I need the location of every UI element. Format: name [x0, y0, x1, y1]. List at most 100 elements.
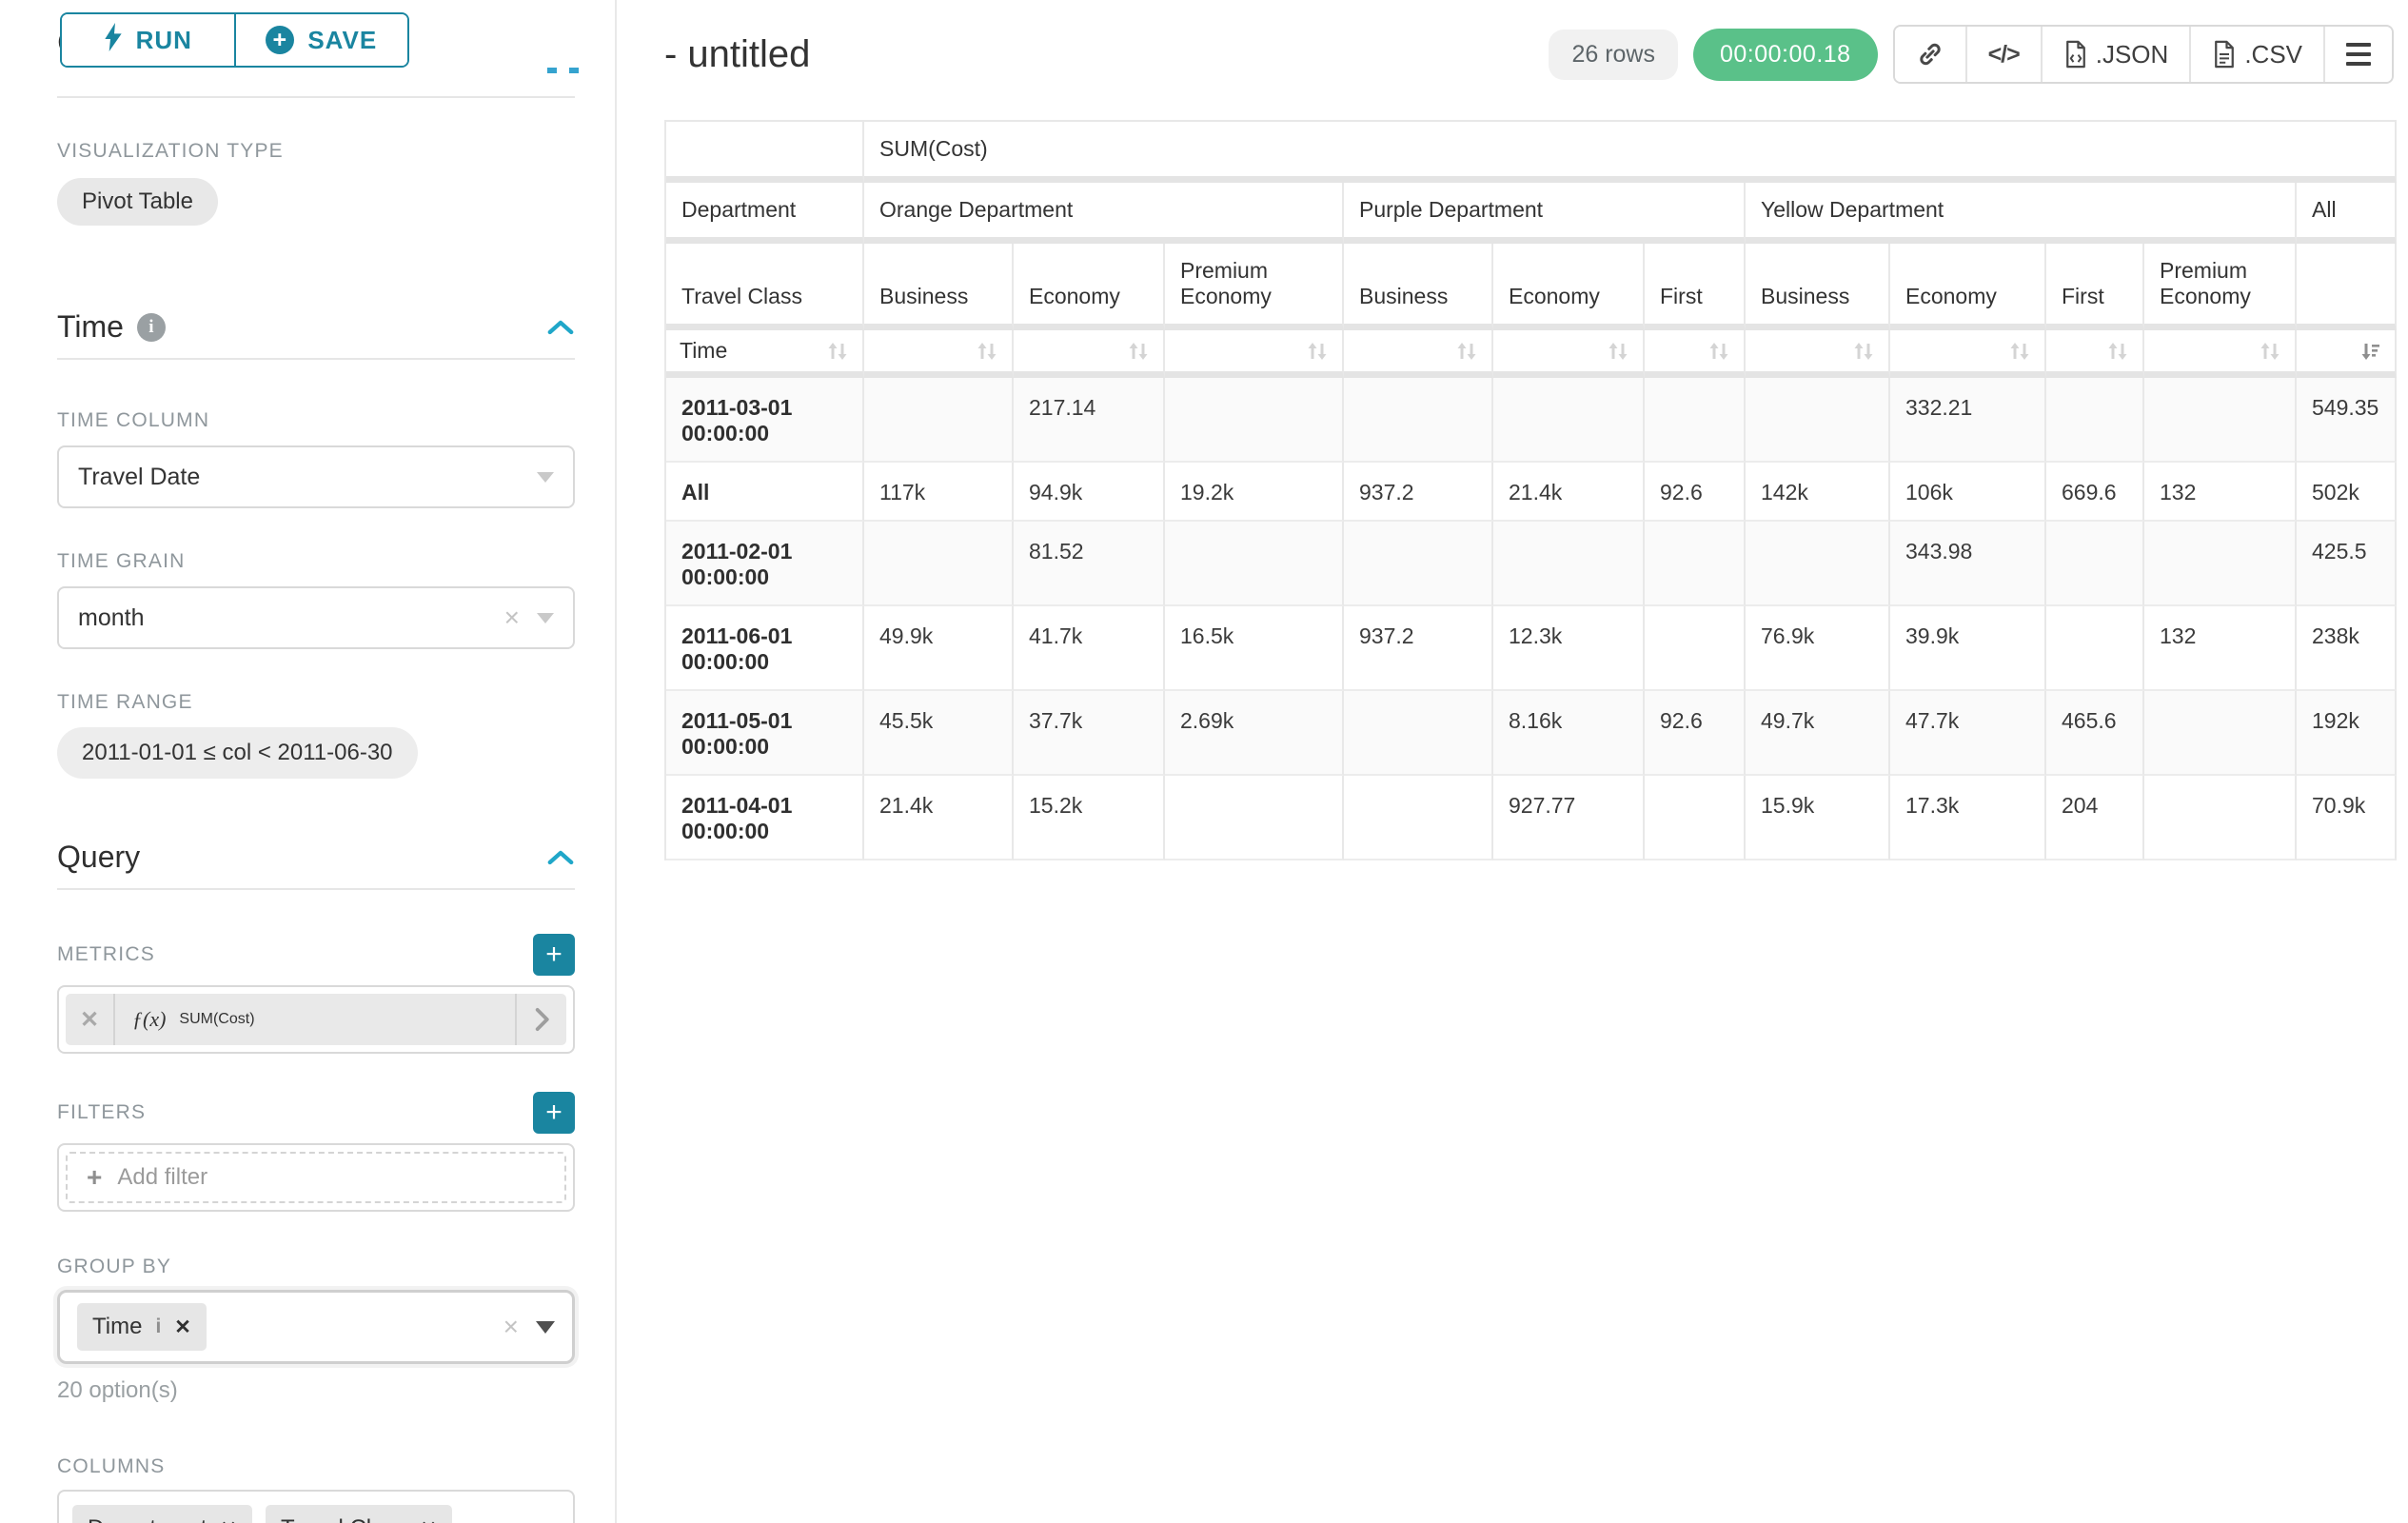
clear-icon[interactable]: × — [503, 603, 520, 632]
pivot-cell — [1493, 378, 1645, 463]
export-button-group: </> .JSON .CSV — [1892, 25, 2394, 84]
pivot-sort-cell[interactable] — [1014, 330, 1165, 378]
pivot-cell: 92.6 — [1645, 691, 1746, 776]
group-by-chip: Time i ✕ — [77, 1303, 207, 1351]
pivot-sort-cell[interactable] — [1890, 330, 2046, 378]
pivot-col-header: Economy — [1014, 244, 1165, 330]
group-by-label: GROUP BY — [57, 1256, 172, 1277]
pivot-sort-cell[interactable] — [1746, 330, 1890, 378]
sort-icon[interactable] — [826, 340, 849, 363]
save-button[interactable]: + SAVE — [233, 14, 407, 66]
pivot-sort-cell[interactable] — [2046, 330, 2144, 378]
pivot-travel-class-row: Travel Class Business Economy Premium Econo… — [666, 244, 2398, 330]
chart-title[interactable]: - untitled — [664, 32, 811, 75]
pivot-col-header: First — [1645, 244, 1746, 330]
share-link-button[interactable] — [1894, 27, 1965, 82]
chart-area: - untitled 26 rows 00:00:00.18 </> .JSON — [619, 0, 2408, 1523]
query-section-header: Query — [57, 840, 575, 875]
pivot-cell: 425.5 — [2297, 522, 2398, 606]
pivot-cell — [1746, 378, 1890, 463]
pivot-cell: 132 — [2144, 606, 2297, 691]
pivot-cell — [1344, 776, 1493, 860]
pivot-cell: 669.6 — [2046, 463, 2144, 522]
remove-chip-icon[interactable]: ✕ — [220, 1519, 237, 1523]
add-filter-label: Add filter — [117, 1164, 208, 1190]
sort-icon[interactable] — [976, 340, 998, 363]
sort-icon[interactable] — [2106, 340, 2129, 363]
pivot-cell — [1645, 606, 1746, 691]
pivot-cell: 343.98 — [1890, 522, 2046, 606]
add-metric-button[interactable]: + — [533, 934, 575, 976]
pivot-cell: 17.3k — [1890, 776, 2046, 860]
menu-button[interactable] — [2323, 27, 2392, 82]
pivot-sort-cell[interactable] — [1493, 330, 1645, 378]
pivot-department-row: Department Orange Department Purple Depart… — [666, 183, 2398, 244]
chevron-up-icon-clipped[interactable] — [547, 68, 579, 73]
columns-chip: Travel Class ✕ — [266, 1505, 453, 1523]
sort-icon[interactable] — [2008, 340, 2031, 363]
add-filter-plus-button[interactable]: + — [533, 1092, 575, 1134]
remove-chip-icon[interactable]: ✕ — [174, 1315, 191, 1338]
pivot-table: SUM(Cost) Department Orange Department Purp… — [664, 120, 2398, 860]
time-range-label: TIME RANGE — [57, 691, 193, 713]
pivot-sort-cell[interactable] — [2144, 330, 2297, 378]
add-filter-button[interactable]: + Add filter — [66, 1152, 566, 1203]
pivot-cell — [864, 378, 1014, 463]
pivot-cell: 502k — [2297, 463, 2398, 522]
pivot-dim-time[interactable]: Time — [666, 330, 864, 378]
export-csv-button[interactable]: .CSV — [2189, 27, 2323, 82]
pivot-col-group-header: Orange Department — [864, 183, 1344, 244]
metric-chip[interactable]: ✕ ƒ(x) SUM(Cost) — [66, 994, 566, 1045]
sort-icon[interactable] — [1455, 340, 1478, 363]
pivot-cell: 2.69k — [1165, 691, 1344, 776]
sort-icon[interactable] — [1306, 340, 1329, 363]
metric-chip-label: SUM(Cost) — [179, 1011, 255, 1027]
pivot-cell: 332.21 — [1890, 378, 2046, 463]
visualization-type-label: VISUALIZATION TYPE — [57, 140, 284, 162]
run-button[interactable]: RUN — [62, 14, 234, 66]
pivot-cell — [1645, 378, 1746, 463]
time-grain-label: TIME GRAIN — [57, 550, 186, 572]
visualization-type-chip[interactable]: Pivot Table — [57, 178, 218, 226]
save-button-label: SAVE — [307, 25, 378, 54]
remove-metric-icon[interactable]: ✕ — [66, 994, 115, 1045]
time-grain-select[interactable]: month × — [57, 586, 575, 649]
pivot-sort-cell[interactable] — [2297, 330, 2398, 378]
pivot-cell: 15.2k — [1014, 776, 1165, 860]
pivot-cell: 21.4k — [864, 776, 1014, 860]
sort-icon[interactable] — [2259, 340, 2281, 363]
pivot-data-row: 2011-05-01 00:00:00 45.5k 37.7k 2.69k 8.16k 9… — [666, 691, 2398, 776]
pivot-sort-cell[interactable] — [864, 330, 1014, 378]
chevron-up-icon[interactable] — [546, 318, 575, 337]
columns-label: COLUMNS — [57, 1455, 166, 1477]
chevron-up-icon[interactable] — [546, 848, 575, 867]
embed-code-button[interactable]: </> — [1964, 27, 2041, 82]
time-column-value: Travel Date — [78, 463, 201, 490]
time-range-chip[interactable]: 2011-01-01 ≤ col < 2011-06-30 — [57, 727, 418, 779]
pivot-sort-cell[interactable] — [1645, 330, 1746, 378]
columns-select[interactable]: Department ✕ Travel Class ✕ × — [57, 1490, 575, 1523]
section-divider — [57, 96, 575, 98]
pivot-sort-cell[interactable] — [1344, 330, 1493, 378]
pivot-cell: 70.9k — [2297, 776, 2398, 860]
group-by-select[interactable]: Time i ✕ × — [57, 1290, 575, 1364]
clear-icon[interactable]: × — [503, 1312, 519, 1341]
group-by-chip-label: Time — [92, 1314, 143, 1339]
columns-chip: Department ✕ — [72, 1505, 252, 1523]
sort-icon[interactable] — [1707, 340, 1730, 363]
sort-icon[interactable] — [1607, 340, 1629, 363]
pivot-cell: 47.7k — [1890, 691, 2046, 776]
pivot-cell — [2046, 606, 2144, 691]
link-icon — [1919, 43, 1941, 66]
chevron-right-icon[interactable] — [515, 994, 566, 1045]
export-json-button[interactable]: .JSON — [2040, 27, 2190, 82]
sort-desc-icon[interactable] — [2359, 340, 2381, 363]
pivot-cell: 94.9k — [1014, 463, 1165, 522]
pivot-cell: 192k — [2297, 691, 2398, 776]
caret-down-icon[interactable] — [536, 1320, 555, 1334]
remove-chip-icon[interactable]: ✕ — [420, 1519, 437, 1523]
sort-icon[interactable] — [1852, 340, 1875, 363]
time-column-select[interactable]: Travel Date — [57, 445, 575, 508]
sort-icon[interactable] — [1127, 340, 1150, 363]
pivot-sort-cell[interactable] — [1165, 330, 1344, 378]
